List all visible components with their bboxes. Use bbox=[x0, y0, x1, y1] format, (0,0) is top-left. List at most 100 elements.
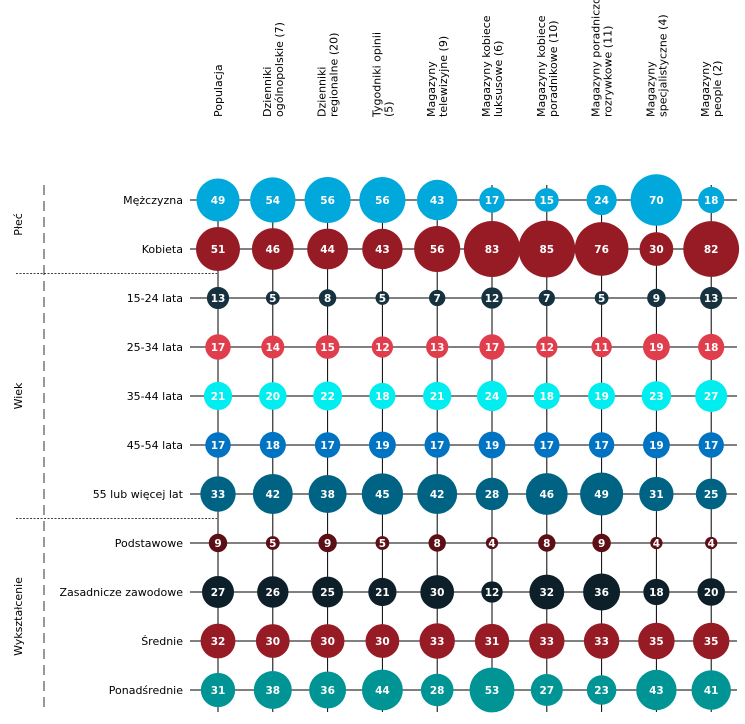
row-label: 25-34 lata bbox=[127, 341, 183, 354]
bubble-value: 17 bbox=[430, 440, 445, 452]
bubble: 51 bbox=[196, 227, 240, 271]
bubble-circle bbox=[692, 622, 730, 660]
bubble: 30 bbox=[310, 624, 345, 658]
bubble: 43 bbox=[636, 669, 677, 711]
bubble-circle bbox=[361, 473, 404, 515]
bubble: 25 bbox=[312, 576, 343, 608]
bubble-circle bbox=[253, 671, 292, 709]
bubble-circle bbox=[705, 536, 718, 550]
bubble-value: 49 bbox=[211, 195, 226, 207]
row-label: Ponadśrednie bbox=[109, 684, 183, 697]
bubble-value: 31 bbox=[649, 489, 664, 501]
bubble: 19 bbox=[368, 431, 396, 459]
bubble-value: 30 bbox=[265, 636, 280, 648]
bubble: 9 bbox=[208, 533, 228, 553]
bubble: 30 bbox=[365, 624, 400, 658]
bubble-circle bbox=[368, 577, 397, 607]
bubble-circle bbox=[200, 623, 236, 659]
bubble: 44 bbox=[361, 669, 403, 711]
bubble-value: 13 bbox=[211, 293, 226, 305]
bubble-circle bbox=[429, 289, 446, 307]
bubble-circle bbox=[369, 382, 396, 410]
bubble-circle bbox=[361, 669, 403, 711]
bubble-value: 13 bbox=[704, 293, 719, 305]
group-label: Wykształcenie bbox=[12, 577, 25, 656]
bubble-value: 12 bbox=[485, 293, 500, 305]
bubble-circle bbox=[481, 287, 503, 309]
bubble-value: 33 bbox=[594, 636, 609, 648]
bubble-value: 45 bbox=[375, 489, 390, 501]
bubble-value: 5 bbox=[269, 293, 276, 305]
bubble-circle bbox=[420, 575, 455, 609]
bubble-circle bbox=[642, 431, 670, 459]
bubble-circle bbox=[304, 176, 351, 224]
bubble: 17 bbox=[534, 432, 560, 458]
bubble-value: 12 bbox=[539, 342, 554, 354]
bubble: 19 bbox=[478, 431, 506, 459]
bubble: 4 bbox=[485, 536, 499, 550]
bubble-value: 19 bbox=[594, 391, 609, 403]
bubble-value: 38 bbox=[265, 685, 280, 697]
bubble-circle bbox=[362, 228, 403, 270]
bubble-value: 9 bbox=[214, 538, 221, 550]
bubble-circle bbox=[639, 232, 674, 266]
bubble-value: 17 bbox=[539, 440, 554, 452]
bubble-circle bbox=[534, 432, 560, 458]
bubble: 31 bbox=[474, 623, 510, 659]
bubble: 7 bbox=[538, 289, 555, 307]
bubble-circle bbox=[479, 334, 505, 360]
bubble: 17 bbox=[698, 432, 724, 458]
bubble: 19 bbox=[588, 382, 616, 410]
bubble-value: 9 bbox=[653, 293, 660, 305]
column-label: Populacja bbox=[212, 64, 225, 117]
group-label: Wiek bbox=[12, 382, 25, 409]
bubble: 4 bbox=[650, 536, 663, 550]
bubble-value: 49 bbox=[594, 489, 609, 501]
bubble-circle bbox=[647, 288, 666, 308]
bubble: 15 bbox=[534, 188, 559, 212]
bubble-value: 17 bbox=[211, 342, 226, 354]
bubble-value: 7 bbox=[434, 293, 441, 305]
bubble-value: 82 bbox=[704, 244, 719, 256]
bubble: 18 bbox=[259, 431, 286, 459]
bubble: 17 bbox=[424, 432, 450, 458]
bubble: 46 bbox=[251, 228, 294, 270]
bubble: 82 bbox=[683, 221, 740, 277]
bubble: 76 bbox=[574, 222, 629, 276]
row-label: Zasadnicze zawodowe bbox=[59, 586, 183, 599]
bubble-value: 17 bbox=[485, 342, 500, 354]
bubble-value: 36 bbox=[320, 685, 335, 697]
bubble: 23 bbox=[641, 381, 672, 411]
bubble-circle bbox=[591, 336, 612, 358]
bubble-value: 27 bbox=[704, 391, 719, 403]
bubble: 44 bbox=[307, 228, 349, 270]
bubble-value: 41 bbox=[704, 685, 719, 697]
bubble-circle bbox=[586, 184, 617, 216]
column-label: Magazynyspecjalistyczne (4) bbox=[644, 14, 669, 117]
bubble-value: 44 bbox=[375, 685, 390, 697]
bubble: 11 bbox=[591, 336, 612, 358]
bubble-value: 22 bbox=[320, 391, 335, 403]
bubble-circle bbox=[309, 671, 347, 709]
bubble: 14 bbox=[261, 335, 285, 359]
bubble-value: 56 bbox=[430, 244, 445, 256]
bubble: 35 bbox=[692, 622, 730, 660]
bubble-value: 5 bbox=[598, 293, 605, 305]
column-label: Magazynypeople (2) bbox=[699, 61, 724, 117]
bubble-circle bbox=[368, 431, 396, 459]
bubble-value: 56 bbox=[320, 195, 335, 207]
bubble-value: 19 bbox=[375, 440, 390, 452]
bubble-circle bbox=[426, 335, 449, 359]
bubble: 49 bbox=[196, 178, 240, 222]
bubble-circle bbox=[698, 186, 725, 214]
bubble-circle bbox=[205, 432, 231, 458]
bubble: 36 bbox=[583, 573, 621, 611]
bubble-circle bbox=[375, 536, 390, 550]
bubble-circle bbox=[310, 624, 345, 658]
bubble-value: 11 bbox=[594, 342, 609, 354]
bubble: 4 bbox=[705, 536, 718, 550]
bubble: 56 bbox=[304, 176, 351, 224]
bubble: 32 bbox=[200, 623, 236, 659]
bubble: 36 bbox=[309, 671, 347, 709]
